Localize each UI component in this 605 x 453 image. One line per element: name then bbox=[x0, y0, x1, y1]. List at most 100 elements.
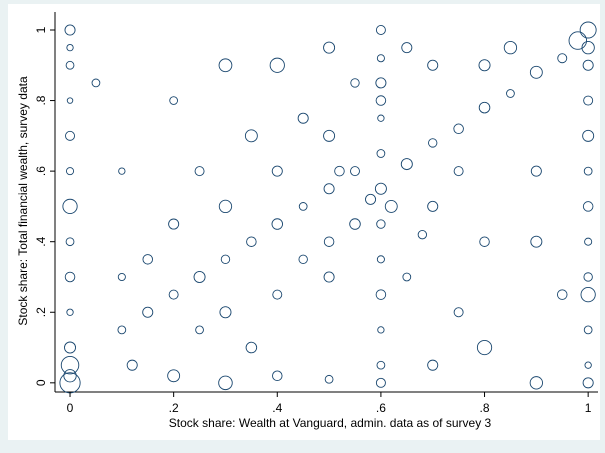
bubble bbox=[428, 138, 438, 148]
bubble bbox=[272, 370, 283, 382]
bubble bbox=[91, 78, 101, 88]
bubble bbox=[530, 165, 542, 177]
bubble bbox=[417, 229, 428, 240]
y-tick-label: .4 bbox=[34, 236, 48, 246]
bubble bbox=[142, 254, 153, 265]
bubble bbox=[298, 202, 308, 211]
bubble bbox=[479, 236, 490, 247]
y-tick-label: 0 bbox=[34, 379, 48, 386]
bubble bbox=[365, 193, 377, 205]
bubble bbox=[557, 53, 568, 64]
bubble bbox=[220, 254, 231, 265]
bubble bbox=[400, 158, 413, 171]
bubble bbox=[65, 60, 75, 70]
bubble bbox=[384, 199, 398, 213]
bubble bbox=[583, 95, 594, 106]
bubble bbox=[374, 182, 387, 195]
bubble bbox=[376, 255, 385, 264]
bubble bbox=[298, 254, 308, 265]
bubble bbox=[66, 308, 74, 316]
bubble bbox=[375, 95, 387, 106]
bubble bbox=[427, 59, 439, 71]
bubble bbox=[582, 377, 594, 389]
bubble bbox=[62, 198, 78, 215]
bubble bbox=[453, 166, 464, 177]
bubble bbox=[350, 166, 360, 177]
bubble bbox=[579, 21, 597, 39]
bubble bbox=[376, 54, 385, 63]
bubble bbox=[323, 183, 335, 195]
y-axis-label: Stock share: Total financial wealth, sur… bbox=[16, 76, 30, 326]
bubble bbox=[64, 341, 77, 354]
y-tick-label: .8 bbox=[34, 95, 48, 105]
bubble bbox=[582, 59, 594, 71]
bubble bbox=[350, 78, 360, 88]
bubble bbox=[297, 112, 309, 124]
y-tick-label: .6 bbox=[34, 166, 48, 176]
bubble bbox=[583, 272, 593, 282]
bubble bbox=[64, 24, 76, 36]
x-tick-label: .8 bbox=[480, 401, 490, 415]
bubble bbox=[402, 272, 412, 282]
x-tick-label: .2 bbox=[169, 401, 179, 415]
bubble bbox=[530, 235, 543, 248]
bubble bbox=[376, 360, 386, 370]
bubble bbox=[476, 339, 493, 356]
bubble bbox=[453, 123, 464, 135]
bubble bbox=[582, 129, 595, 142]
bubble bbox=[375, 289, 387, 300]
bubble bbox=[272, 289, 283, 300]
bubble bbox=[478, 59, 491, 72]
y-tick-label: .2 bbox=[34, 307, 48, 317]
bubble bbox=[63, 369, 77, 383]
bubble bbox=[568, 31, 588, 50]
bubble bbox=[377, 326, 385, 334]
bubble bbox=[401, 42, 413, 54]
bubble bbox=[453, 307, 464, 318]
bubble bbox=[245, 341, 258, 354]
x-tick-label: .4 bbox=[272, 401, 282, 415]
bubble bbox=[377, 114, 385, 122]
bubble bbox=[427, 359, 439, 371]
bubble bbox=[375, 377, 386, 388]
y-tick-label: 1 bbox=[34, 26, 48, 33]
bubble bbox=[323, 41, 336, 54]
bubble bbox=[323, 271, 335, 283]
bubble bbox=[65, 130, 76, 141]
bubble bbox=[218, 58, 233, 73]
plot-area bbox=[59, 21, 597, 394]
bubble bbox=[323, 129, 336, 142]
bubble bbox=[246, 236, 257, 247]
bubble bbox=[118, 167, 126, 175]
bubble bbox=[219, 306, 232, 319]
bubble bbox=[269, 57, 285, 73]
bubble bbox=[376, 219, 386, 229]
bubble bbox=[556, 289, 568, 300]
bubble bbox=[529, 65, 543, 79]
bubble bbox=[583, 325, 593, 335]
x-tick-label: 1 bbox=[585, 401, 592, 415]
bubble bbox=[375, 25, 386, 35]
bubble bbox=[349, 218, 361, 230]
bubble bbox=[194, 166, 205, 177]
bubble bbox=[195, 325, 204, 335]
x-axis-label: Stock share: Wealth at Vanguard, admin. … bbox=[169, 416, 492, 430]
bubble bbox=[584, 237, 593, 246]
bubble bbox=[142, 306, 154, 318]
bubble bbox=[66, 43, 74, 52]
graph-region bbox=[8, 4, 600, 440]
bubble bbox=[64, 271, 76, 283]
bubble bbox=[193, 270, 206, 283]
bubble bbox=[117, 325, 127, 335]
bubble bbox=[218, 199, 233, 214]
bubble bbox=[271, 218, 284, 230]
bubble bbox=[168, 218, 180, 230]
bubble bbox=[271, 165, 283, 177]
bubble bbox=[324, 374, 334, 384]
bubble bbox=[427, 200, 439, 212]
bubble bbox=[376, 149, 386, 158]
bubble bbox=[581, 40, 595, 55]
bubble bbox=[60, 355, 80, 375]
bubble bbox=[66, 97, 74, 104]
